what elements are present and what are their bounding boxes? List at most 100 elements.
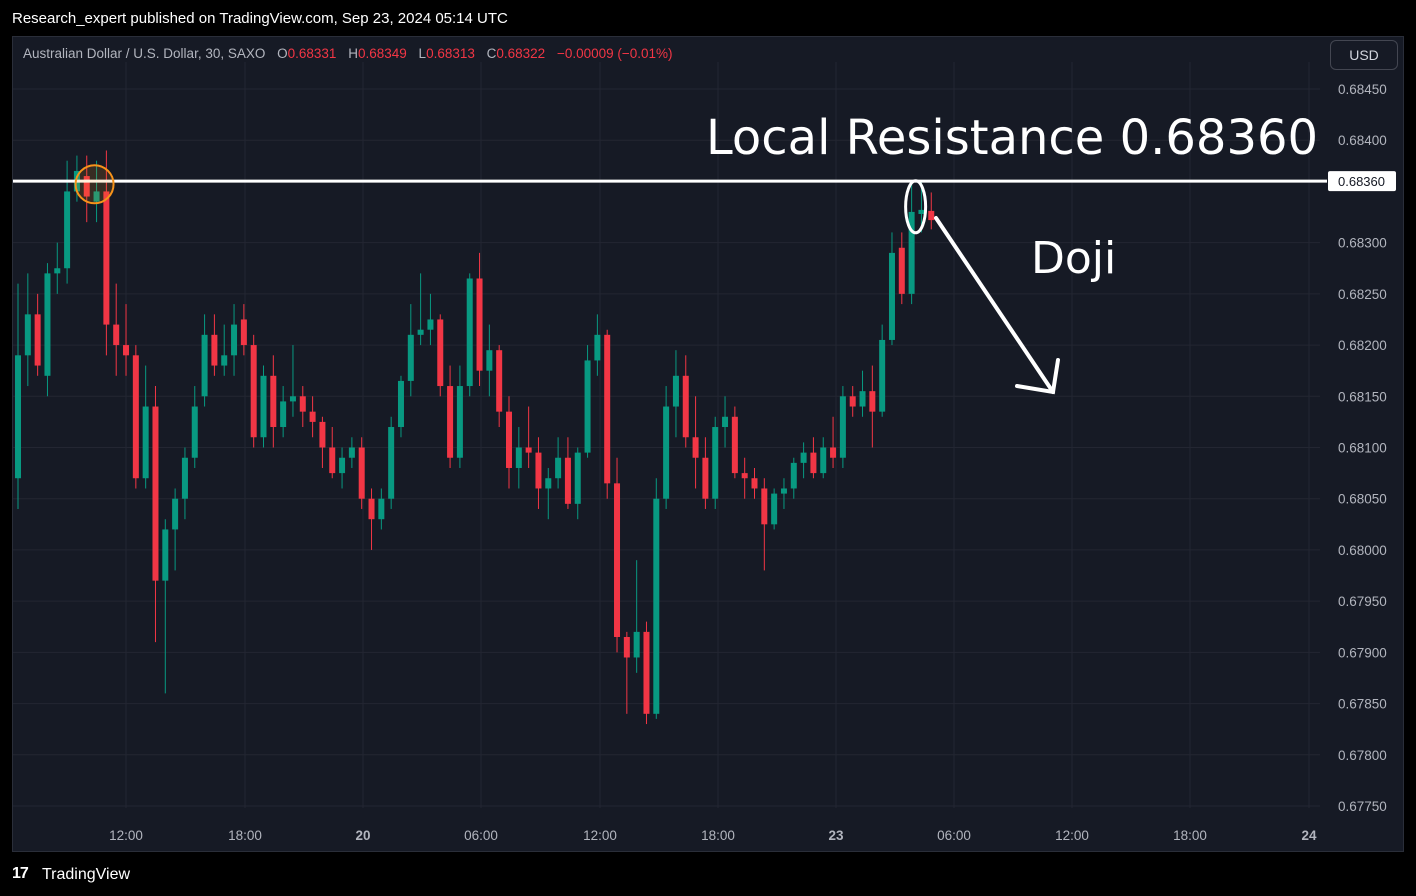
x-axis: 12:00 18:00 20 06:00 12:00 18:00 23 06:00 12:00 1… — [109, 828, 1317, 843]
candle-body — [201, 334, 208, 397]
candle-body — [898, 247, 905, 294]
resistance-price-tag: 0.68360 — [1328, 171, 1396, 192]
candle-body — [741, 473, 748, 479]
candle-body — [771, 493, 778, 525]
y-tick-label: 0.68250 — [1338, 287, 1387, 302]
y-tick-label: 0.68050 — [1338, 492, 1387, 507]
candle-body — [604, 334, 611, 484]
y-tick-label: 0.68400 — [1338, 133, 1387, 148]
candle-body — [564, 457, 571, 504]
x-tick-label: 06:00 — [464, 828, 498, 843]
candle-body — [888, 252, 895, 340]
candle-body — [142, 406, 149, 479]
candle-body — [908, 211, 915, 294]
y-tick-label: 0.68300 — [1338, 236, 1387, 251]
candle-body — [682, 375, 689, 438]
high-value: 0.68349 — [357, 46, 407, 61]
candle-body — [594, 334, 601, 361]
candle-body — [810, 452, 817, 474]
down-arrow — [934, 216, 1060, 395]
candle-body — [417, 329, 424, 335]
candle-body — [181, 457, 188, 499]
candle-body — [466, 278, 473, 387]
candle-body — [407, 334, 414, 381]
candle-body — [231, 324, 238, 356]
candle-body — [849, 396, 856, 407]
y-tick-label: 0.68100 — [1338, 441, 1387, 456]
candle-body — [358, 447, 365, 499]
candle-body — [260, 375, 267, 438]
candle-body — [437, 319, 444, 387]
candle-body — [211, 334, 218, 366]
close-value: 0.68322 — [496, 46, 546, 61]
low-value: 0.68313 — [426, 46, 475, 61]
x-tick-label: 20 — [355, 828, 370, 843]
candle-body — [820, 447, 827, 474]
candle-body — [64, 191, 71, 269]
candle-body — [663, 406, 670, 499]
candle-body — [34, 314, 41, 366]
candle-body — [545, 478, 552, 489]
candle-body — [339, 457, 346, 474]
open-value: 0.68331 — [287, 46, 337, 61]
candle-body — [702, 457, 709, 499]
y-tick-label: 0.68150 — [1338, 389, 1387, 404]
x-tick-label: 12:00 — [1055, 828, 1089, 843]
candle-body — [427, 319, 434, 330]
candle-body — [515, 447, 522, 468]
y-tick-label: 0.68000 — [1338, 543, 1387, 558]
y-tick-label: 0.68450 — [1338, 82, 1387, 97]
candle-body — [535, 452, 542, 489]
candle-body — [319, 421, 326, 448]
y-tick-label: 0.67800 — [1338, 748, 1387, 763]
low-label: L — [418, 46, 427, 61]
candle-body — [54, 268, 61, 274]
candle-body — [653, 498, 660, 714]
candle-body — [614, 483, 621, 637]
candle-body — [172, 498, 179, 530]
y-tick-label: 0.67850 — [1338, 697, 1387, 712]
previous-high-marker — [74, 164, 115, 205]
candle-body — [309, 411, 316, 422]
candle-body — [790, 462, 797, 489]
candle-body — [250, 345, 257, 438]
publisher-line: Research_expert published on TradingView… — [12, 10, 508, 27]
candle-body — [830, 447, 837, 458]
chart-frame[interactable] — [12, 36, 1404, 852]
candle-body — [123, 345, 130, 356]
candle-body — [93, 191, 100, 202]
candle-body — [643, 631, 650, 714]
candle-body — [15, 355, 21, 479]
x-tick-label: 06:00 — [937, 828, 971, 843]
candle-body — [368, 498, 375, 520]
candles — [15, 150, 935, 725]
currency-button[interactable]: USD — [1330, 40, 1398, 70]
candle-body — [928, 210, 935, 221]
tradingview-logo-icon[interactable]: 17 — [12, 865, 29, 882]
x-tick-label: 24 — [1301, 828, 1317, 843]
top-bar: Research_expert published on TradingView… — [0, 0, 1416, 36]
candle-body — [496, 350, 503, 412]
candle-body — [780, 488, 787, 494]
x-tick-label: 23 — [828, 828, 844, 843]
y-tick-label: 0.68200 — [1338, 338, 1387, 353]
candle-body — [103, 191, 110, 325]
candle-body — [162, 529, 169, 581]
tradingview-brand[interactable]: TradingView — [42, 866, 131, 883]
candle-body — [447, 386, 454, 458]
candle-body — [113, 324, 120, 346]
resistance-price-label: 0.68360 — [1338, 174, 1385, 189]
candle-body — [859, 391, 866, 407]
candle-body — [623, 636, 630, 658]
symbol-name[interactable]: Australian Dollar / U.S. Dollar, 30, SAX… — [23, 46, 266, 61]
candle-body — [132, 355, 139, 479]
candle-body — [869, 391, 876, 412]
y-tick-label: 0.67900 — [1338, 645, 1387, 660]
x-tick-label: 12:00 — [109, 828, 143, 843]
x-tick-label: 18:00 — [1173, 828, 1207, 843]
candle-body — [270, 375, 277, 428]
candle-body — [152, 406, 159, 581]
close-label: C — [486, 46, 497, 61]
y-tick-label: 0.67750 — [1338, 799, 1387, 814]
